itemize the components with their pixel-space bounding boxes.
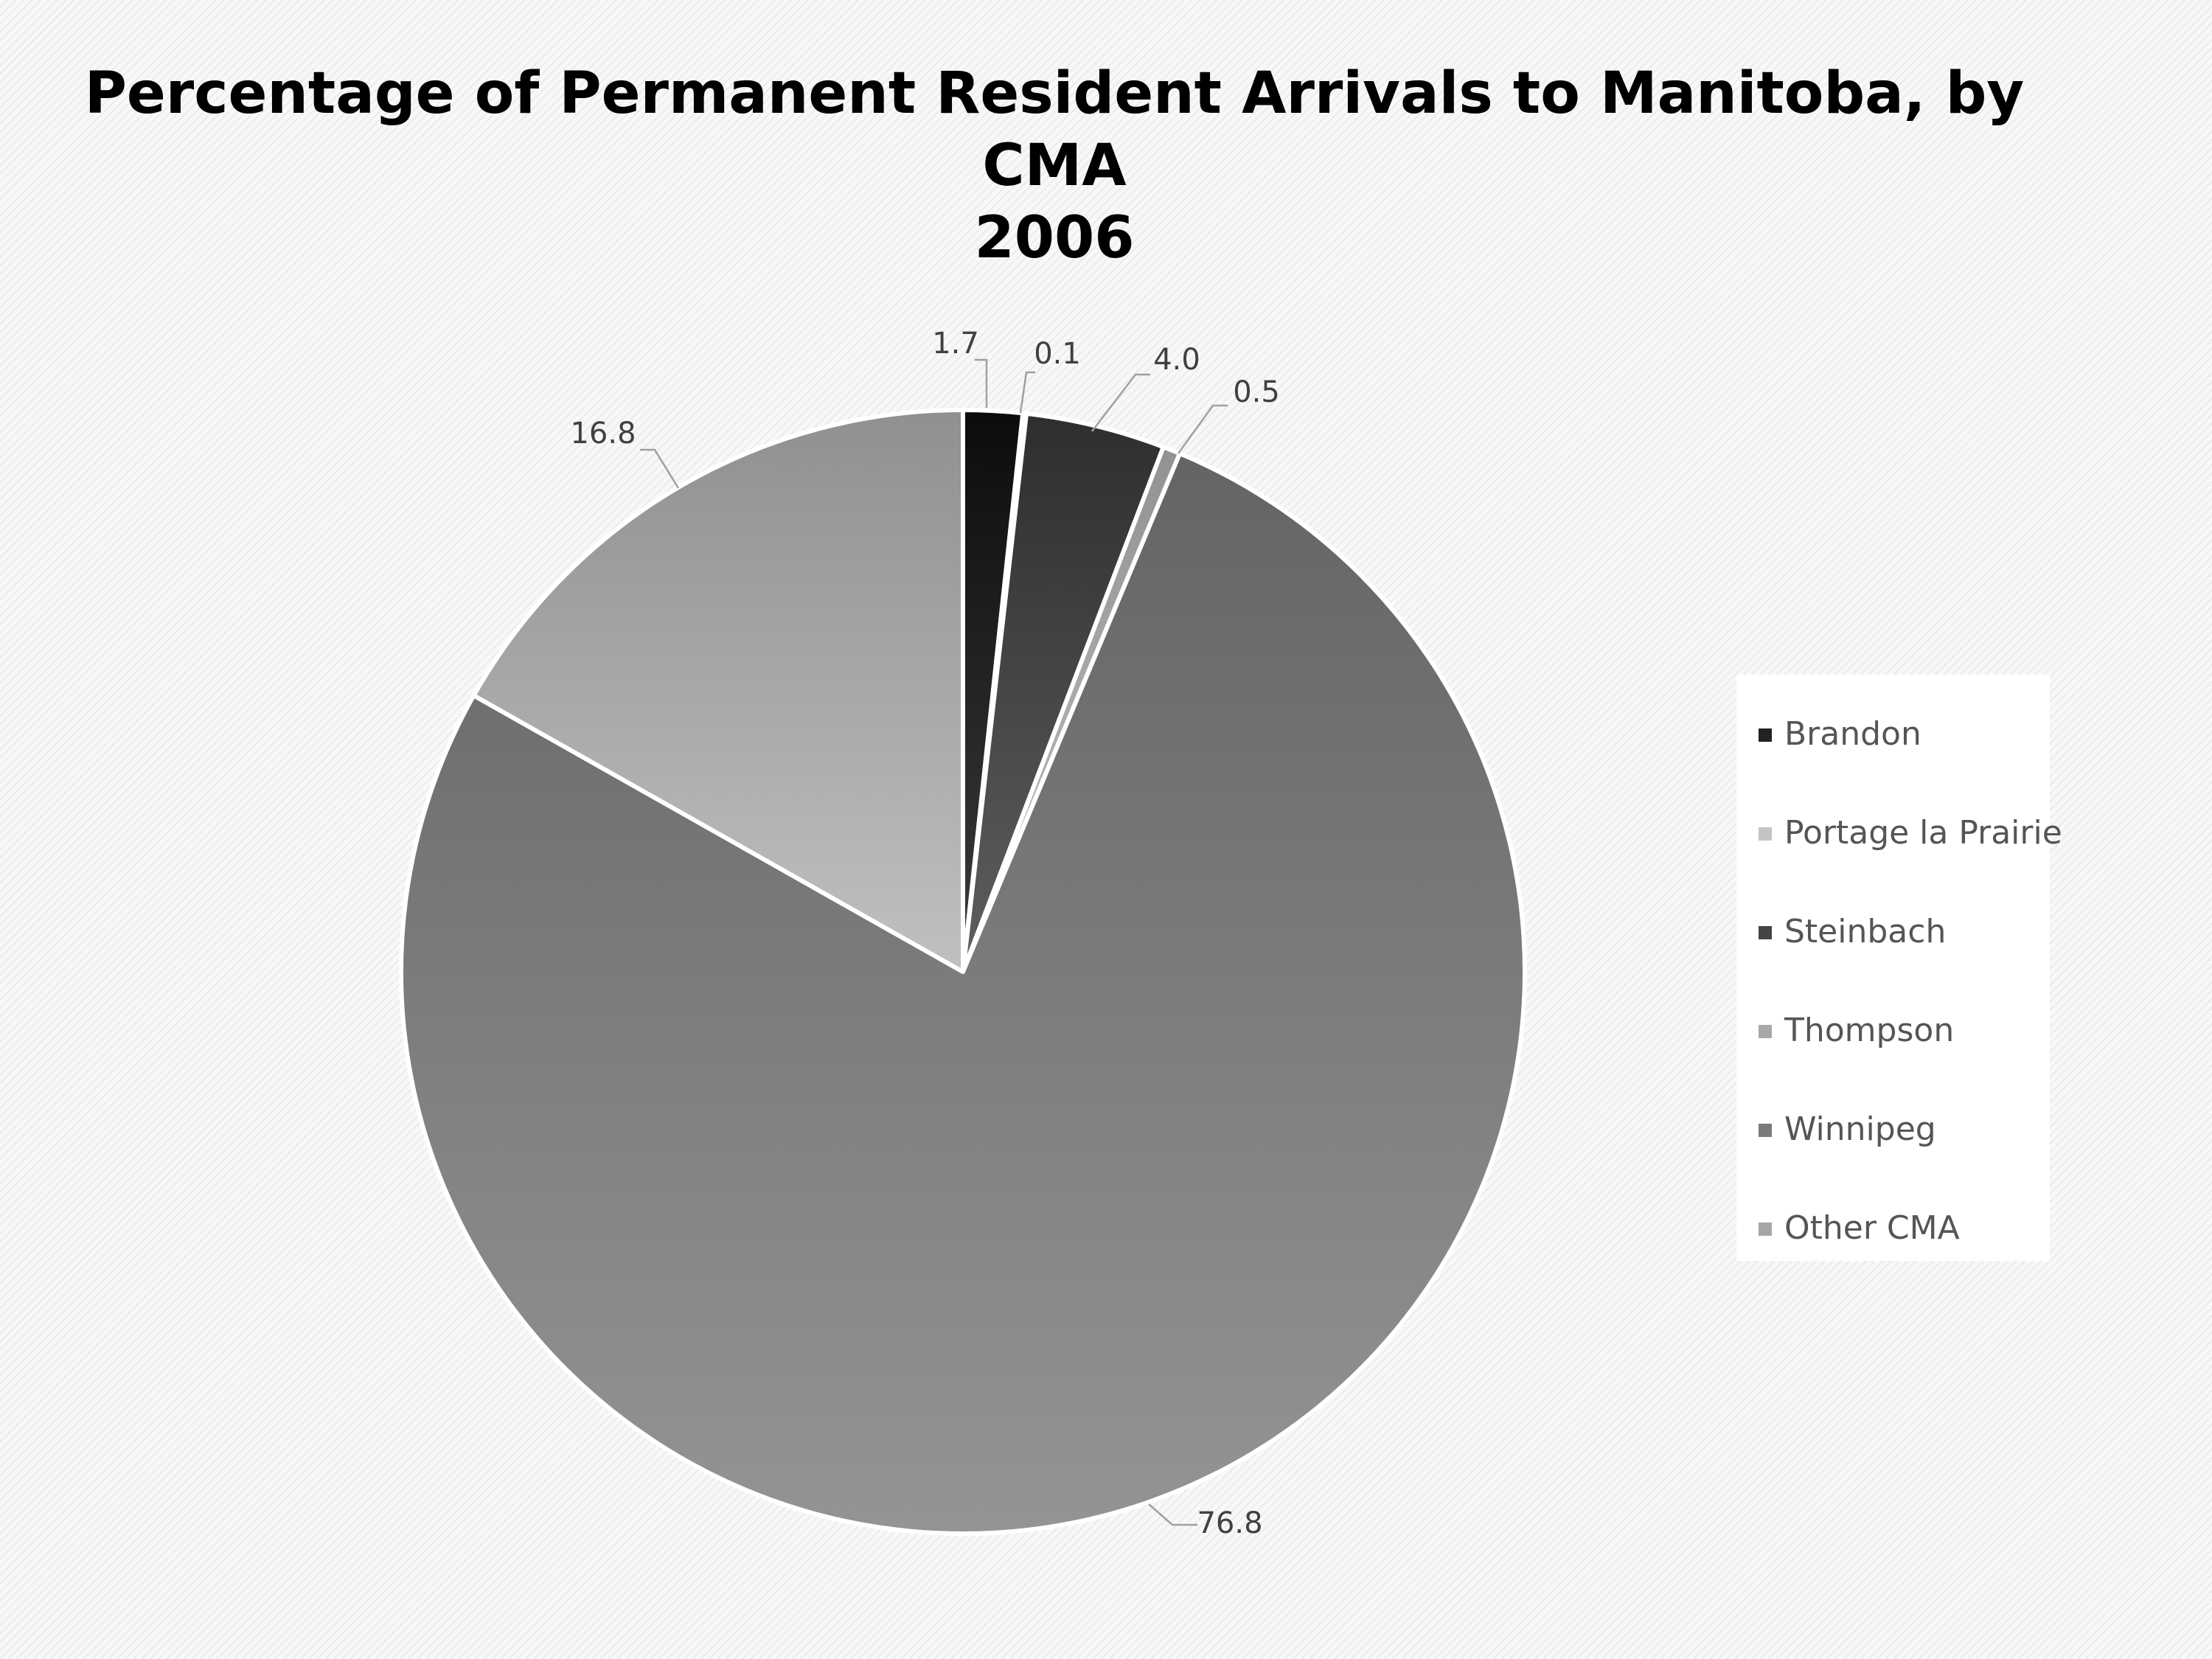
data-label-winnipeg: 76.8 xyxy=(1197,1506,1262,1540)
legend-swatch xyxy=(1759,1025,1772,1038)
leader-lines xyxy=(640,358,1228,1526)
legend-swatch xyxy=(1759,728,1772,742)
legend-item-other-cma: Other CMA xyxy=(1736,1194,2050,1293)
legend-item-steinbach: Steinbach xyxy=(1736,898,2050,997)
data-label-thompson: 0.5 xyxy=(1233,375,1280,409)
leader-line-brandon xyxy=(975,358,988,408)
legend-swatch xyxy=(1759,1124,1772,1137)
data-label-other-cma: 16.8 xyxy=(570,417,636,451)
data-labels: 1.7 0.1 4.0 0.5 76.8 16.8 xyxy=(570,327,1279,1540)
pie-slices xyxy=(399,408,1527,1536)
legend-item-brandon: Brandon xyxy=(1736,700,2050,799)
legend-swatch xyxy=(1759,827,1772,841)
pie-slice-other-cma xyxy=(471,408,965,974)
legend-swatch xyxy=(1759,926,1772,939)
leader-line-other-cma xyxy=(640,448,680,489)
legend: Brandon Portage la Prairie Steinbach Thomps… xyxy=(1736,675,2062,1261)
legend-item-portage-la-prairie: Portage la Prairie xyxy=(1736,799,2062,898)
leader-line-steinbach xyxy=(1091,373,1150,432)
pie-slice-winnipeg xyxy=(399,451,1527,1536)
data-label-brandon: 1.7 xyxy=(932,327,979,361)
leader-line-winnipeg xyxy=(1148,1503,1197,1526)
legend-label: Other CMA xyxy=(1784,1209,1960,1247)
legend-label: Steinbach xyxy=(1784,913,1947,950)
chart-title-line-1: Percentage of Permanent Resident Arrival… xyxy=(84,60,2025,127)
legend-label: Brandon xyxy=(1784,715,1921,753)
leader-line-thompson xyxy=(1177,404,1228,454)
leader-line-portage-la-prairie xyxy=(1019,371,1035,414)
chart-title-line-2: CMA xyxy=(982,133,1127,199)
data-label-steinbach: 4.0 xyxy=(1153,343,1200,377)
data-label-portage-la-prairie: 0.1 xyxy=(1034,337,1081,371)
legend-item-winnipeg: Winnipeg xyxy=(1736,1096,2050,1194)
chart-title: Percentage of Permanent Resident Arrival… xyxy=(0,58,2109,274)
legend-item-thompson: Thompson xyxy=(1736,997,2050,1096)
legend-swatch xyxy=(1759,1222,1772,1236)
chart-title-line-3: 2006 xyxy=(974,205,1135,271)
legend-label: Winnipeg xyxy=(1784,1110,1936,1148)
legend-label: Thompson xyxy=(1784,1012,1955,1049)
legend-label: Portage la Prairie xyxy=(1784,814,2062,852)
